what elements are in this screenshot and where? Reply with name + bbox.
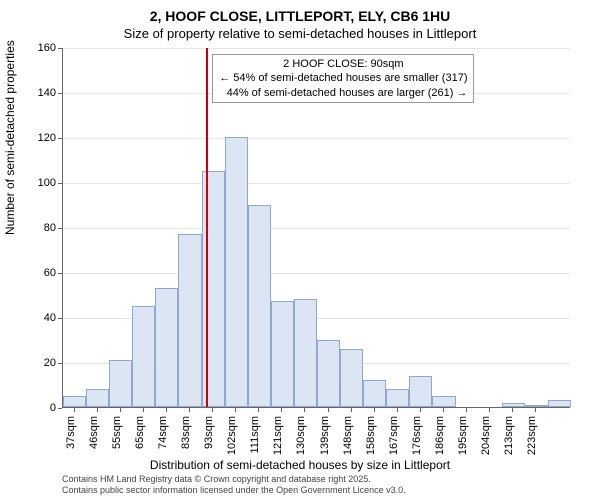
histogram-bar	[432, 396, 455, 407]
ytick-label: 0	[16, 402, 56, 414]
annotation-line2: ← 54% of semi-detached houses are smalle…	[219, 71, 467, 85]
histogram-bar	[548, 400, 571, 407]
histogram-bar	[202, 171, 225, 407]
property-size-chart: 2, HOOF CLOSE, LITTLEPORT, ELY, CB6 1HU …	[0, 0, 600, 500]
histogram-bar	[155, 288, 178, 407]
histogram-bar	[317, 340, 340, 408]
footer-line1: Contains HM Land Registry data © Crown c…	[62, 474, 406, 485]
ytick-label: 20	[16, 357, 56, 369]
histogram-bar	[525, 405, 548, 407]
histogram-bar	[409, 376, 432, 408]
plot-area: 2 HOOF CLOSE: 90sqm ← 54% of semi-detach…	[62, 48, 570, 408]
histogram-bar	[86, 389, 109, 407]
ytick-label: 100	[16, 177, 56, 189]
footer-line2: Contains public sector information licen…	[62, 485, 406, 496]
reference-line	[206, 48, 208, 407]
histogram-bar	[294, 299, 317, 407]
histogram-bar	[225, 137, 248, 407]
chart-title-address: 2, HOOF CLOSE, LITTLEPORT, ELY, CB6 1HU	[0, 8, 600, 24]
x-axis-label: Distribution of semi-detached houses by …	[0, 458, 600, 472]
footer-attribution: Contains HM Land Registry data © Crown c…	[62, 474, 406, 496]
histogram-bar	[271, 301, 294, 407]
histogram-bar	[132, 306, 155, 407]
annotation-box: 2 HOOF CLOSE: 90sqm ← 54% of semi-detach…	[212, 54, 474, 103]
histogram-bar	[502, 403, 525, 408]
histogram-bar	[248, 205, 271, 408]
ytick-label: 140	[16, 87, 56, 99]
ytick-label: 120	[16, 132, 56, 144]
histogram-bar	[340, 349, 363, 408]
ytick-label: 60	[16, 267, 56, 279]
histogram-bar	[178, 234, 201, 407]
histogram-bar	[363, 380, 386, 407]
ytick-label: 160	[16, 42, 56, 54]
ytick-label: 80	[16, 222, 56, 234]
y-axis-label: Number of semi-detached properties	[3, 40, 17, 235]
chart-title-subtitle: Size of property relative to semi-detach…	[0, 26, 600, 41]
ytick-label: 40	[16, 312, 56, 324]
annotation-line3: 44% of semi-detached houses are larger (…	[219, 86, 467, 100]
histogram-bar	[63, 396, 86, 407]
histogram-bar	[109, 360, 132, 407]
histogram-bar	[386, 389, 409, 407]
annotation-line1: 2 HOOF CLOSE: 90sqm	[219, 57, 467, 71]
